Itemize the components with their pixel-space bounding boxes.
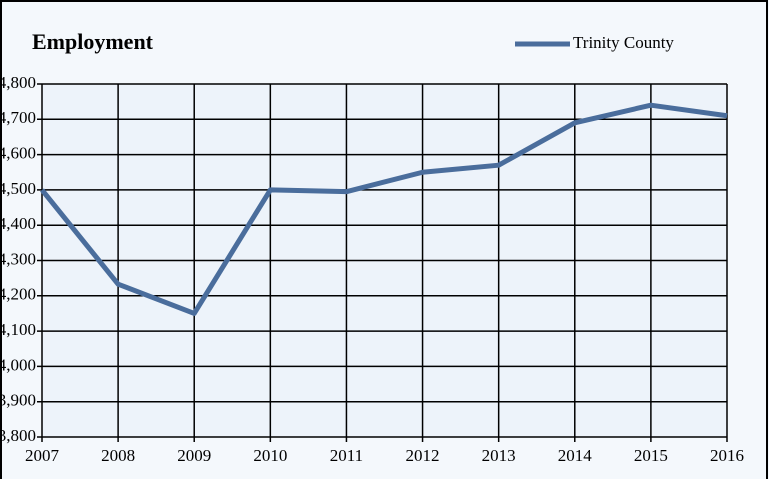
x-tick-label: 2015 bbox=[634, 446, 668, 465]
x-tick-label: 2012 bbox=[406, 446, 440, 465]
x-tick-label: 2007 bbox=[25, 446, 60, 465]
y-tick-label: 4,300 bbox=[0, 249, 36, 268]
y-tick-label: 4,200 bbox=[0, 285, 36, 304]
y-tick-label: 4,400 bbox=[0, 214, 36, 233]
legend-label: Trinity County bbox=[573, 33, 674, 52]
y-tick-label: 4,500 bbox=[0, 179, 36, 198]
x-tick-label: 2010 bbox=[253, 446, 287, 465]
x-tick-label: 2011 bbox=[330, 446, 363, 465]
x-tick-label: 2008 bbox=[101, 446, 135, 465]
y-tick-label: 4,800 bbox=[0, 73, 36, 92]
x-tick-label: 2016 bbox=[710, 446, 744, 465]
y-tick-label: 4,000 bbox=[0, 355, 36, 374]
y-tick-label: 4,100 bbox=[0, 320, 36, 339]
data-line bbox=[40, 102, 728, 316]
chart-title: Employment bbox=[32, 29, 154, 54]
y-tick-label: 4,700 bbox=[0, 108, 36, 127]
y-tick-label: 4,600 bbox=[0, 144, 36, 163]
x-tick-label: 2014 bbox=[558, 446, 593, 465]
y-tick-label: 3,900 bbox=[0, 391, 36, 410]
x-tick-label: 2013 bbox=[482, 446, 516, 465]
x-tick-label: 2009 bbox=[177, 446, 211, 465]
y-tick-label: 3,800 bbox=[0, 426, 36, 445]
